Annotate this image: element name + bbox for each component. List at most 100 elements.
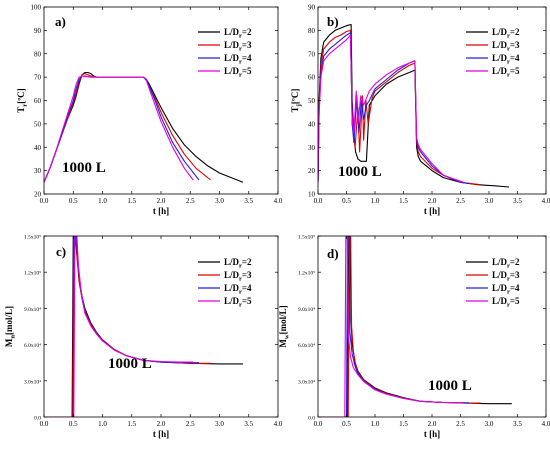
series-group xyxy=(318,23,510,188)
y-tick-label: 80 xyxy=(34,50,42,58)
legend-sub: r xyxy=(507,263,510,270)
legend-entry-LD5: L/Dr=5 xyxy=(224,66,252,79)
x-tick-label: 3.0 xyxy=(485,420,494,428)
legend-entry-LD2: L/Dr=2 xyxy=(492,257,520,270)
y-label-sub: j xyxy=(296,104,303,107)
legend-val: =3 xyxy=(242,270,252,280)
legend-val: =3 xyxy=(510,270,520,280)
x-tick-label: 0.5 xyxy=(342,197,351,205)
y-tick-label: 30 xyxy=(308,144,316,152)
legend-entry-LD5: L/Dr=5 xyxy=(224,296,252,309)
legend-sub: r xyxy=(507,33,510,40)
legend-entry-LD2: L/Dr=2 xyxy=(224,27,252,40)
legend-sub: r xyxy=(507,59,510,66)
legend-val: =4 xyxy=(510,53,520,63)
y-tick-label: 1.2x10⁵ xyxy=(298,271,315,277)
series-group xyxy=(44,71,244,183)
y-tick-label: 70 xyxy=(308,50,316,58)
y-tick-label: 90 xyxy=(34,27,42,35)
y-tick-label: 40 xyxy=(308,120,316,128)
legend-main: L/D xyxy=(492,53,508,63)
x-tick-label: 0.0 xyxy=(40,420,49,428)
y-tick-label: 100 xyxy=(31,4,42,12)
legend-val: =5 xyxy=(510,66,520,76)
legend-main: L/D xyxy=(492,283,508,293)
series-line-LD4 xyxy=(318,32,470,185)
chart-panel-c: 0.0 0.5 1.0 1.5 2.0 2.5 3.0 3.5 4.0 0.0 3.0x10⁴ 6.0… xyxy=(4,235,283,440)
legend-main: L/D xyxy=(224,283,240,293)
x-axis-label: t [h] xyxy=(153,429,169,439)
y-label-unit: [ºC] xyxy=(290,89,300,104)
y-label-unit: [ºC] xyxy=(16,88,26,103)
legend-entry-LD3: L/Dr=3 xyxy=(224,40,252,53)
volume-annotation: 1000 L xyxy=(108,356,152,372)
legend-entry-LD2: L/Dr=2 xyxy=(224,257,252,270)
x-tick-label: 2.5 xyxy=(456,197,465,205)
y-tick-label: 60 xyxy=(34,97,42,105)
x-tick-label: 4.0 xyxy=(542,420,550,428)
panel-label: a) xyxy=(55,14,66,29)
series-group xyxy=(318,236,512,417)
x-tick-label: 2.0 xyxy=(157,420,166,428)
y-axis-label: Tr[ºC] xyxy=(16,88,29,112)
legend-val: =5 xyxy=(242,296,252,306)
legend-val: =2 xyxy=(510,257,520,267)
x-axis-label: t [h] xyxy=(153,206,169,216)
legend-main: L/D xyxy=(492,27,508,37)
legend-entry-LD4: L/Dr=4 xyxy=(492,53,520,66)
x-axis-label: t [h] xyxy=(424,429,440,439)
x-tick-label: 1.0 xyxy=(371,420,380,428)
legend-sub: r xyxy=(507,289,510,296)
y-tick-label: 30 xyxy=(34,167,42,175)
y-label-sub: r xyxy=(22,104,29,107)
legend-val: =5 xyxy=(242,66,252,76)
legend-val: =4 xyxy=(510,283,520,293)
x-tick-label: 4.0 xyxy=(274,420,283,428)
legend-val: =4 xyxy=(242,53,252,63)
y-tick-label: 80 xyxy=(308,27,316,35)
y-tick-label: 40 xyxy=(34,144,42,152)
y-tick-label: 10 xyxy=(308,191,316,199)
x-tick-label: 1.5 xyxy=(127,420,136,428)
series-line-LD3 xyxy=(44,236,211,417)
legend-entry-LD5: L/Dr=5 xyxy=(492,296,520,309)
y-label-unit: [mol/L] xyxy=(278,305,288,334)
legend-main: L/D xyxy=(224,257,240,267)
series-line-LD5 xyxy=(318,236,464,417)
legend-val: =4 xyxy=(242,283,252,293)
volume-annotation: 1000 L xyxy=(62,160,106,176)
legend-main: L/D xyxy=(492,66,508,76)
legend-sub: r xyxy=(239,46,242,53)
x-tick-label: 0.0 xyxy=(314,197,323,205)
legend-sub: r xyxy=(507,72,510,79)
y-tick-label: 1.5x10⁵ xyxy=(298,235,315,241)
x-tick-label: 1.0 xyxy=(98,197,107,205)
legend-sub: r xyxy=(239,33,242,40)
legend-sub: r xyxy=(239,59,242,66)
y-tick-label: 60 xyxy=(308,74,316,82)
panel-label: c) xyxy=(56,244,66,259)
legend-entry-LD2: L/Dr=2 xyxy=(492,27,520,40)
y-tick-label: 20 xyxy=(34,191,42,199)
y-label-unit: [mol/L] xyxy=(4,306,14,335)
x-tick-label: 2.0 xyxy=(428,420,437,428)
legend: L/Dr=2L/Dr=3L/Dr=4L/Dr=5 xyxy=(466,257,520,309)
x-tick-label: 2.0 xyxy=(157,197,166,205)
legend-entry-LD5: L/Dr=5 xyxy=(492,66,520,79)
legend-main: L/D xyxy=(224,40,240,50)
x-tick-label: 2.5 xyxy=(186,420,195,428)
legend: L/Dr=2L/Dr=3L/Dr=4L/Dr=5 xyxy=(198,257,252,309)
legend-entry-LD3: L/Dr=3 xyxy=(492,40,520,53)
legend-sub: r xyxy=(239,289,242,296)
x-tick-label: 1.5 xyxy=(127,197,136,205)
legend-main: L/D xyxy=(224,296,240,306)
y-axis-label: Mw[mol/L] xyxy=(278,305,291,347)
legend-val: =3 xyxy=(510,40,520,50)
y-label-sub: w xyxy=(284,334,291,339)
legend: L/Dr=2L/Dr=3L/Dr=4L/Dr=5 xyxy=(198,27,252,79)
legend-main: L/D xyxy=(224,66,240,76)
x-tick-label: 3.0 xyxy=(485,197,494,205)
y-tick-label: 1.5x10⁵ xyxy=(24,235,41,241)
legend-main: L/D xyxy=(224,53,240,63)
y-axis-label: Mn[mol/L] xyxy=(4,306,17,347)
